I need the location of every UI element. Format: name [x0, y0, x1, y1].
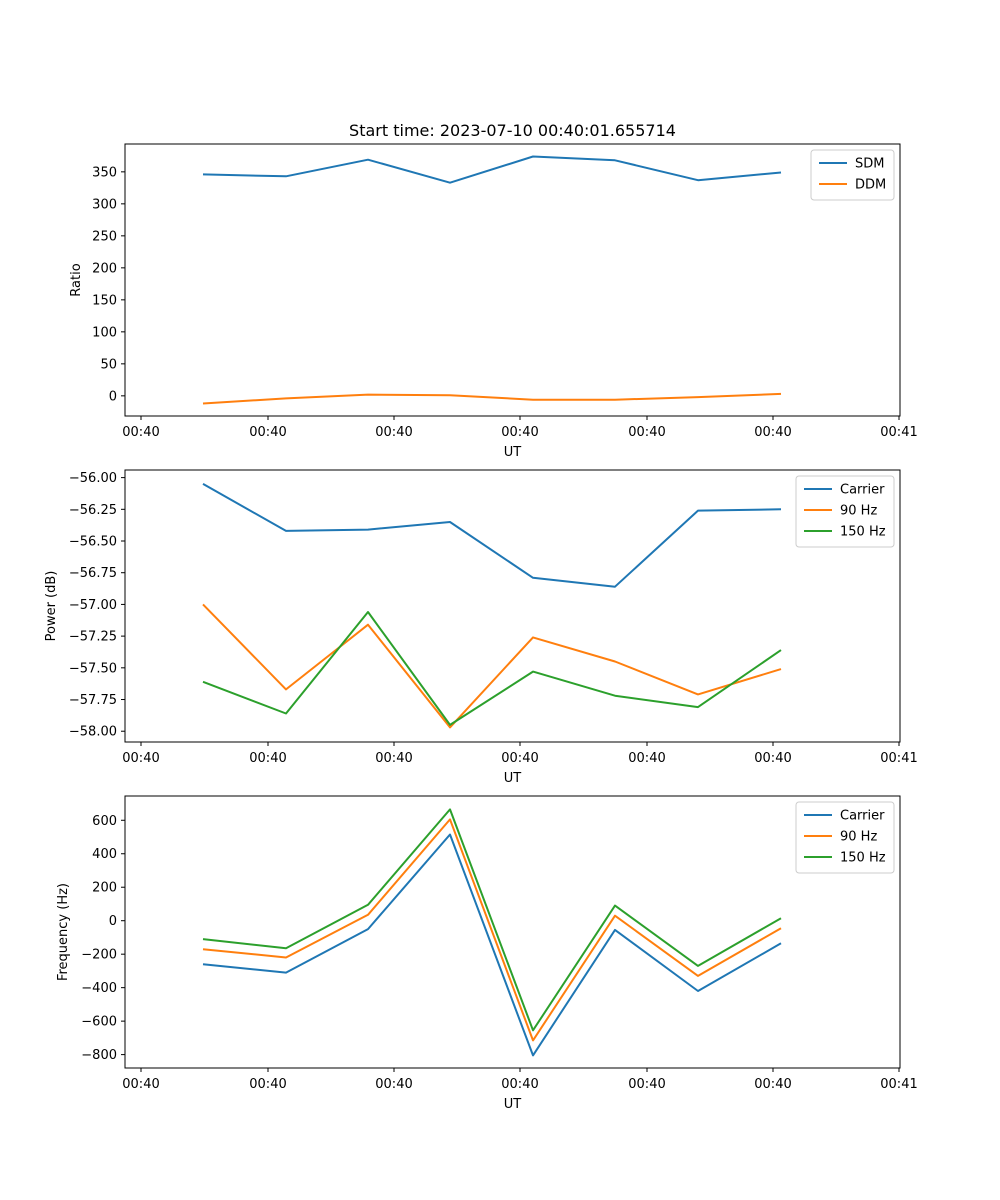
- x-tick-label: 00:40: [754, 1077, 791, 1092]
- y-tick-label: −57.75: [69, 693, 117, 708]
- x-tick-label: 00:40: [628, 751, 665, 766]
- y-tick-label: 100: [92, 325, 117, 340]
- axes-frame: [124, 469, 901, 743]
- y-tick-label: −56.50: [69, 535, 117, 550]
- series-line-ddm: [202, 392, 782, 405]
- x-tick-label: 00:40: [375, 425, 412, 440]
- legend-entry: 150 Hz: [840, 851, 886, 866]
- x-tick-label: 00:40: [249, 751, 286, 766]
- series-line-carrier: [202, 483, 782, 588]
- x-tick-label: 00:40: [249, 1077, 286, 1092]
- y-tick-label: −56.25: [69, 503, 117, 518]
- legend-box: [795, 801, 895, 874]
- y-tick-label: −57.00: [69, 598, 117, 613]
- series-line-150-hz: [202, 808, 782, 1032]
- x-tick-label: 00:40: [122, 1077, 159, 1092]
- x-tick-label: 00:41: [880, 751, 917, 766]
- y-axis-label: Power (dB): [44, 571, 59, 642]
- legend-entry: 150 Hz: [840, 525, 886, 540]
- series-line-90-hz: [202, 818, 782, 1042]
- x-tick-label: 00:40: [754, 425, 791, 440]
- x-tick-label: 00:40: [501, 425, 538, 440]
- legend-entry: Carrier: [840, 483, 885, 498]
- y-tick-label: −58.00: [69, 725, 117, 740]
- y-axis-label: Ratio: [69, 263, 84, 296]
- y-tick-label: −200: [81, 948, 117, 963]
- y-tick-label: 200: [92, 261, 117, 276]
- series-line-carrier: [202, 833, 782, 1057]
- axes-frame: [124, 143, 901, 417]
- x-tick-label: 00:40: [375, 751, 412, 766]
- y-tick-label: 300: [92, 197, 117, 212]
- x-tick-label: 00:40: [122, 751, 159, 766]
- series-line-90-hz: [202, 603, 782, 729]
- x-tick-label: 00:40: [628, 1077, 665, 1092]
- x-tick-label: 00:41: [880, 425, 917, 440]
- y-tick-label: 250: [92, 229, 117, 244]
- y-tick-label: 50: [100, 357, 117, 372]
- axes-frame: [124, 795, 901, 1069]
- legend-entry: 90 Hz: [840, 830, 877, 845]
- series-line-sdm: [202, 155, 782, 184]
- legend-entry: SDM: [855, 157, 884, 172]
- y-tick-label: −56.00: [69, 471, 117, 486]
- x-tick-label: 00:40: [122, 425, 159, 440]
- y-tick-label: 200: [92, 881, 117, 896]
- y-tick-label: −600: [81, 1015, 117, 1030]
- x-tick-label: 00:40: [501, 751, 538, 766]
- series-line-150-hz: [202, 611, 782, 726]
- x-tick-label: 00:40: [501, 1077, 538, 1092]
- x-axis-label: UT: [504, 445, 522, 460]
- y-tick-label: 0: [109, 389, 117, 404]
- y-tick-label: 600: [92, 814, 117, 829]
- y-axis-label: Frequency (Hz): [56, 883, 71, 981]
- chart-title: Start time: 2023-07-10 00:40:01.655714: [349, 121, 676, 140]
- y-tick-label: −56.75: [69, 566, 117, 581]
- legend-entry: 90 Hz: [840, 504, 877, 519]
- legend-entry: Carrier: [840, 809, 885, 824]
- y-tick-label: −57.25: [69, 630, 117, 645]
- legend-entry: DDM: [855, 178, 886, 193]
- x-tick-label: 00:40: [375, 1077, 412, 1092]
- x-axis-label: UT: [504, 1097, 522, 1112]
- y-tick-label: 400: [92, 847, 117, 862]
- chart-panel-1: Start time: 2023-07-10 00:40:01.65571400…: [69, 121, 918, 460]
- x-axis-label: UT: [504, 771, 522, 786]
- y-tick-label: 0: [109, 914, 117, 929]
- y-tick-label: −800: [81, 1048, 117, 1063]
- chart-panel-3: 00:40 00:40 00:40 00:40 00:40 00:40 00:41 −800 −…: [56, 795, 918, 1112]
- y-tick-label: 150: [92, 293, 117, 308]
- y-tick-label: 350: [92, 165, 117, 180]
- chart-panel-2: 00:40 00:40 00:40 00:40 00:40 00:40 00:41 −58.0…: [44, 469, 918, 786]
- x-tick-label: 00:40: [754, 751, 791, 766]
- x-tick-label: 00:40: [628, 425, 665, 440]
- legend: Carrier 90 Hz 150 Hz: [795, 475, 895, 548]
- y-tick-label: −400: [81, 981, 117, 996]
- legend-box: [795, 475, 895, 548]
- legend: SDM DDM: [810, 149, 895, 201]
- legend: Carrier 90 Hz 150 Hz: [795, 801, 895, 874]
- y-tick-label: −57.50: [69, 661, 117, 676]
- x-tick-label: 00:40: [249, 425, 286, 440]
- x-tick-label: 00:41: [880, 1077, 917, 1092]
